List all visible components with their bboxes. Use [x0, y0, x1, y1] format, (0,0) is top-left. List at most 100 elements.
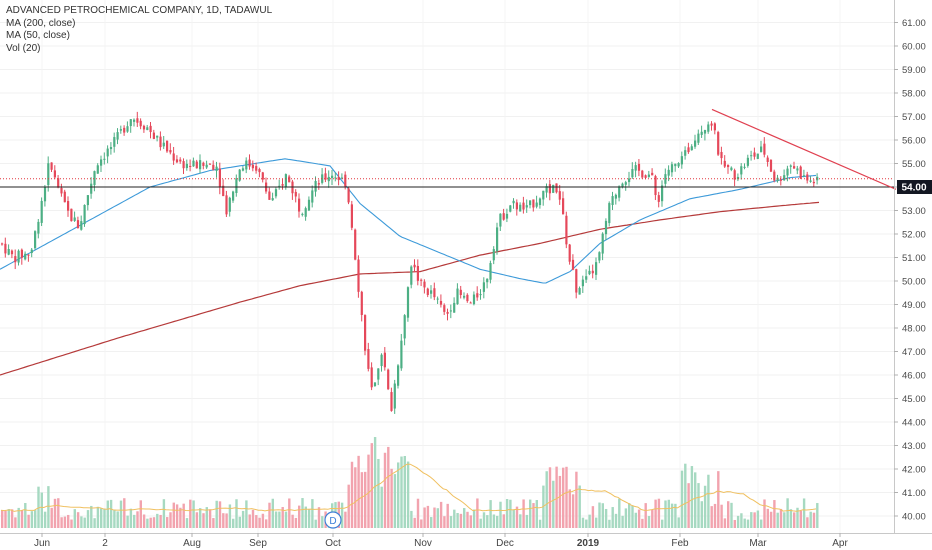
volume-bar [806, 517, 809, 528]
volume-bar [694, 472, 697, 528]
candle-body [334, 177, 337, 179]
volume-bar [370, 443, 373, 528]
x-tick-label: Nov [414, 538, 432, 549]
volume-bar [515, 506, 519, 528]
volume-bar [654, 499, 657, 528]
volume-bar [426, 505, 430, 528]
volume-bar [281, 507, 284, 528]
dividend-marker-text: D [329, 516, 336, 527]
y-tick-label: 51.00 [902, 253, 926, 264]
candle-body [7, 249, 10, 255]
candle-body [538, 198, 542, 206]
y-tick-label: 47.00 [902, 347, 926, 358]
volume-bar [175, 504, 179, 528]
candle-body [199, 160, 202, 170]
candle-body [624, 182, 627, 185]
candle-body [436, 298, 439, 300]
volume-bar [1, 510, 4, 528]
candle-body [416, 265, 419, 281]
candle-body [809, 180, 812, 182]
y-tick-label: 59.00 [902, 65, 926, 76]
volume-bar [416, 498, 420, 528]
candle-body [674, 163, 677, 167]
candle-body [136, 118, 139, 123]
volume-bar [525, 514, 529, 528]
candle-body [274, 189, 278, 197]
volume-bar [565, 466, 568, 528]
candle-body [63, 191, 66, 203]
candle-body [684, 150, 687, 156]
legend-vol[interactable]: Vol (20) [6, 42, 41, 54]
candle-body [347, 188, 350, 203]
candle-body [271, 198, 274, 201]
candle-body [142, 125, 146, 130]
candle-body [703, 130, 707, 134]
volume-bar [400, 456, 403, 528]
candle-body [218, 168, 221, 188]
volume-bar [60, 517, 63, 528]
volume-bar [472, 509, 476, 528]
candle-body [340, 177, 344, 179]
legend-ma200[interactable]: MA (200, close) [6, 17, 76, 29]
candle-body [463, 295, 466, 298]
candle-body [449, 310, 452, 312]
volume-bar [301, 498, 304, 528]
volume-bar [7, 509, 10, 528]
volume-bar [212, 518, 215, 528]
candle-body [73, 217, 76, 221]
volume-bar [753, 512, 756, 528]
y-tick-label: 52.00 [902, 230, 926, 241]
candle-body [670, 164, 674, 173]
candle-body [139, 120, 142, 127]
candle-body [512, 200, 515, 204]
y-tick-label: 56.00 [902, 136, 926, 147]
candle-body [499, 213, 502, 227]
legend-ma50[interactable]: MA (50, close) [6, 30, 70, 41]
volume-bar [720, 504, 723, 528]
volume-bar [740, 513, 743, 528]
candle-body [614, 194, 617, 199]
volume-bar [179, 507, 182, 528]
candle-body [17, 250, 20, 263]
candle-body [327, 176, 330, 182]
volume-bar [578, 485, 581, 528]
candle-body [123, 127, 126, 133]
volume-bar [816, 503, 819, 528]
volume-bar [364, 471, 367, 528]
candle-body [14, 256, 17, 263]
candle-body [393, 383, 396, 409]
candle-body [548, 184, 551, 194]
volume-bar [608, 519, 611, 528]
volume-bar [113, 510, 116, 528]
x-tick-label: Apr [832, 538, 848, 549]
candle-body [802, 175, 806, 177]
volume-bar [581, 517, 585, 528]
volume-bar [562, 467, 565, 528]
volume-bar [776, 512, 779, 528]
candle-body [588, 270, 591, 275]
volume-bar [621, 515, 624, 528]
candle-body [284, 174, 287, 187]
volume-bar [717, 471, 720, 528]
candle-body [647, 174, 650, 177]
volume-bar [360, 472, 364, 528]
candle-body [585, 276, 588, 280]
price-axis[interactable]: 61.00 60.00 59.00 58.00 57.00 56.00 55.00 53.00… [0, 0, 932, 534]
candle-body [215, 166, 218, 171]
volume-bar [466, 511, 469, 528]
candle-body [331, 175, 334, 178]
dividend-marker[interactable]: D [324, 511, 342, 529]
volume-bar [159, 514, 162, 528]
volume-bar [291, 514, 294, 528]
candle-body [525, 205, 528, 208]
candle-body [208, 163, 212, 165]
candle-body [502, 213, 505, 220]
volume-bar [637, 509, 641, 528]
volume-bar [80, 516, 83, 528]
time-axis[interactable]: Jun 2 Aug Sep Oct Nov Dec 2019 Feb Mar Apr [34, 533, 849, 549]
candle-body [387, 369, 390, 390]
volume-bar [459, 513, 463, 528]
volume-bar [383, 452, 387, 528]
trend-line[interactable] [711, 108, 897, 190]
